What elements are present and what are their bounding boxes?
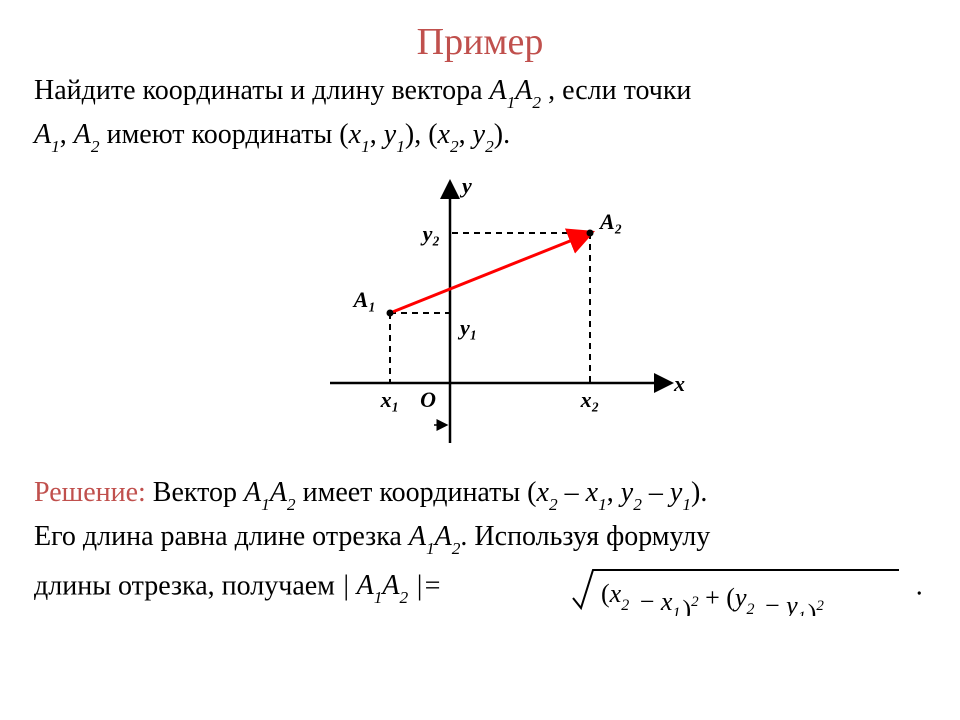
- sym-x: x: [349, 119, 361, 150]
- sym-y: y: [384, 119, 396, 150]
- svg-text:x: x: [673, 371, 685, 396]
- diagram-container: A₁ A₂ Ox y x₁ x₂ y₁ y₂: [34, 163, 926, 468]
- page-title: Пример: [34, 20, 926, 64]
- sub-1: 1: [598, 495, 607, 514]
- sym-A1: A1: [34, 119, 60, 150]
- sub-2: 2: [287, 495, 296, 514]
- page-root: Пример Найдите координаты и длину вектор…: [0, 0, 960, 720]
- t: ,: [60, 119, 74, 150]
- sub-2: 2: [91, 137, 100, 156]
- svg-text:y₁: y₁: [457, 315, 477, 340]
- solution-block: Решение: Вектор A1A2 имеет координаты (x…: [34, 472, 926, 615]
- sub-1: 1: [361, 137, 370, 156]
- svg-text:A₂: A₂: [598, 209, 622, 234]
- sym-x2: x2: [537, 477, 558, 508]
- sym-A: A: [357, 570, 374, 601]
- sym-A: A: [515, 75, 532, 106]
- problem-statement: Найдите координаты и длину вектора A1A2 …: [34, 70, 926, 157]
- t: имеют координаты (: [100, 119, 349, 150]
- sym-y: y: [670, 477, 682, 508]
- segment-a1a2: A1A2: [409, 521, 461, 552]
- sub-1: 1: [261, 495, 270, 514]
- sym-x2: x2: [438, 119, 459, 150]
- t: –: [642, 477, 670, 508]
- svg-text:x₂: x₂: [580, 387, 600, 412]
- t: Его длина равна длине отрезка: [34, 521, 409, 552]
- sym-x1: x1: [586, 477, 607, 508]
- sym-y: y: [621, 477, 633, 508]
- svg-text:O: O: [420, 387, 436, 412]
- svg-text:(x2 − x1)2 + (y2 − y1)2: (x2 − x1)2 + (y2 − y1)2: [601, 579, 824, 616]
- sub-2: 2: [400, 588, 409, 607]
- problem-text: , если точки: [541, 75, 691, 106]
- sym-x: x: [537, 477, 549, 508]
- sqrt-formula: (x2 − x1)2 + (y2 − y1)2: [449, 560, 909, 616]
- svg-text:y₂: y₂: [420, 221, 440, 246]
- t: ,: [607, 477, 621, 508]
- t: ), (: [405, 119, 438, 150]
- vector-diagram: A₁ A₂ Ox y x₁ x₂ y₁ y₂: [270, 163, 690, 463]
- svg-text:x₁: x₁: [380, 387, 400, 412]
- problem-text: Найдите координаты и длину вектора: [34, 75, 490, 106]
- sym-A: A: [34, 119, 51, 150]
- sym-eq: =: [423, 570, 442, 601]
- sub-2: 2: [450, 137, 459, 156]
- sub-1: 1: [51, 137, 60, 156]
- t: ,: [370, 119, 384, 150]
- sub-1: 1: [396, 137, 405, 156]
- t: длины отрезка, получаем: [34, 570, 342, 601]
- vector-a1a2: A1A2: [490, 75, 542, 106]
- sub-1: 1: [507, 93, 516, 112]
- sym-y1: y1: [384, 119, 405, 150]
- solution-label: Решение:: [34, 477, 146, 508]
- sym-A: A: [382, 570, 399, 601]
- t: . Используя формулу: [460, 521, 710, 552]
- t: ).: [494, 119, 510, 150]
- t: ,: [459, 119, 473, 150]
- sym-A: A: [435, 521, 452, 552]
- vector-a1a2: A1A2: [244, 477, 296, 508]
- sub-1: 1: [374, 588, 383, 607]
- t: –: [558, 477, 586, 508]
- sub-2: 2: [485, 137, 494, 156]
- sym-x: x: [586, 477, 598, 508]
- sym-A: A: [409, 521, 426, 552]
- svg-text:y: y: [459, 173, 472, 198]
- sym-A: A: [244, 477, 261, 508]
- sub-1: 1: [682, 495, 691, 514]
- sym-A: A: [74, 119, 91, 150]
- sub-2: 2: [452, 539, 461, 558]
- sym-y: y: [473, 119, 485, 150]
- sym-A2: A2: [74, 119, 100, 150]
- t: .: [909, 570, 923, 601]
- svg-text:A₁: A₁: [352, 287, 376, 312]
- t: Вектор: [146, 477, 244, 508]
- sym-y2: y2: [473, 119, 494, 150]
- t: ).: [691, 477, 707, 508]
- sub-2: 2: [633, 495, 642, 514]
- formula-prefix: | A1A2 |=: [342, 570, 449, 601]
- sym-x: x: [438, 119, 450, 150]
- t: имеет координаты (: [296, 477, 537, 508]
- sub-1: 1: [426, 539, 435, 558]
- sub-2: 2: [532, 93, 541, 112]
- sym-y2: y2: [621, 477, 642, 508]
- sub-2: 2: [549, 495, 558, 514]
- sym-A: A: [490, 75, 507, 106]
- sym-x1: x1: [349, 119, 370, 150]
- sym-A: A: [270, 477, 287, 508]
- sym-y1: y1: [670, 477, 691, 508]
